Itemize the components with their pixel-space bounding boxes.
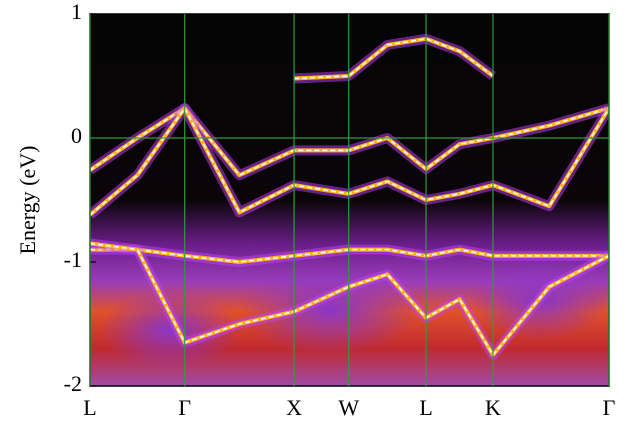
x-tick-label: K: [485, 395, 501, 420]
y-tick-label: 0: [71, 123, 82, 148]
x-tick-label: Γ: [178, 395, 191, 420]
spectral-background: [90, 14, 610, 386]
y-axis-label: Energy (eV): [15, 146, 40, 255]
chart: Energy (eV) -2 -1 0 1 L Γ X W L K Γ: [0, 0, 626, 426]
x-tick-label: Γ: [603, 395, 616, 420]
x-tick-label: X: [286, 395, 302, 420]
x-tick-label: L: [83, 395, 96, 420]
y-tick-label: -1: [64, 247, 82, 272]
y-tick-label: -2: [64, 371, 82, 396]
y-tick-label: 1: [71, 0, 82, 24]
x-tick-label: L: [419, 395, 432, 420]
x-tick-label: W: [338, 395, 359, 420]
